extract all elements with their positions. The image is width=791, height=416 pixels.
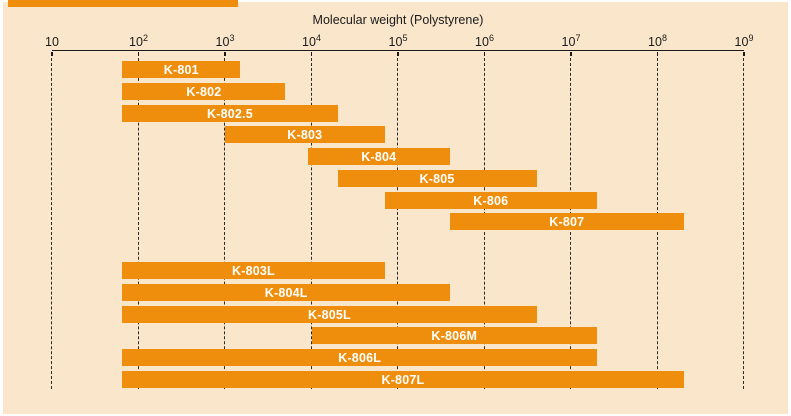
column-range-bar: K-806M [311,327,598,344]
x-axis-tick [570,51,572,56]
x-axis-tick [483,51,486,56]
gridline [51,58,53,389]
gridline [224,58,226,389]
x-axis-tick [137,51,140,56]
column-range-bar: K-803L [122,262,385,279]
x-axis-tick [224,51,226,56]
column-range-bar: K-807L [122,371,684,388]
column-range-bar: K-806L [122,349,598,366]
column-range-bar-label: K-804 [361,149,397,164]
x-axis-tick-label: 102 [129,32,148,49]
gridline [137,58,139,389]
column-range-bar: K-803 [225,126,385,143]
column-range-bar: K-804L [122,284,451,301]
x-axis-tick-label: 104 [302,32,321,49]
x-axis-tick-label: 106 [475,32,494,49]
column-range-bar-label: K-803L [232,263,275,278]
x-axis-tick-label: 10 [45,35,59,49]
x-axis-tick [51,51,53,56]
column-range-bar-label: K-802 [186,84,222,99]
chart-title: Molecular weight (Polystyrene) [312,13,484,27]
column-range-bar-label: K-805 [419,171,455,186]
column-range-bar-label: K-801 [163,62,199,77]
x-axis-tick [743,51,745,56]
column-range-bar-label: K-807L [381,372,425,387]
gridline [397,58,399,389]
column-range-bar-label: K-806 [473,193,509,208]
column-range-bar: K-802 [122,83,286,100]
x-axis-tick [310,51,313,56]
column-range-bar-label: K-805L [307,307,351,322]
column-range-bar: K-807 [450,213,684,230]
column-range-bar: K-801 [122,61,241,78]
column-range-bar-label: K-802.5 [206,106,253,121]
column-range-bar: K-804 [307,148,451,165]
column-range-bar-label: K-806M [431,328,478,343]
column-range-bar: K-805 [337,170,537,187]
x-axis-tick-label: 105 [388,32,408,49]
column-range-bar: K-806 [384,192,598,209]
column-range-bar-label: K-807 [549,214,585,229]
header-accent-bar [8,0,238,7]
column-range-bar-label: K-803 [287,127,323,142]
x-axis-tick-label: 103 [215,32,235,49]
gridline [310,58,312,389]
column-range-bar-label: K-804L [264,285,308,300]
x-axis-tick-label: 108 [648,32,667,49]
gridline [743,58,745,389]
column-range-bar: K-802.5 [122,105,338,122]
x-axis-tick-label: 109 [734,32,754,49]
x-axis-line [52,50,744,51]
column-range-bar: K-805L [122,306,537,323]
x-axis-tick-label: 107 [561,32,581,49]
x-axis-tick [656,51,659,56]
column-range-bar-label: K-806L [338,350,382,365]
x-axis-tick [397,51,399,56]
